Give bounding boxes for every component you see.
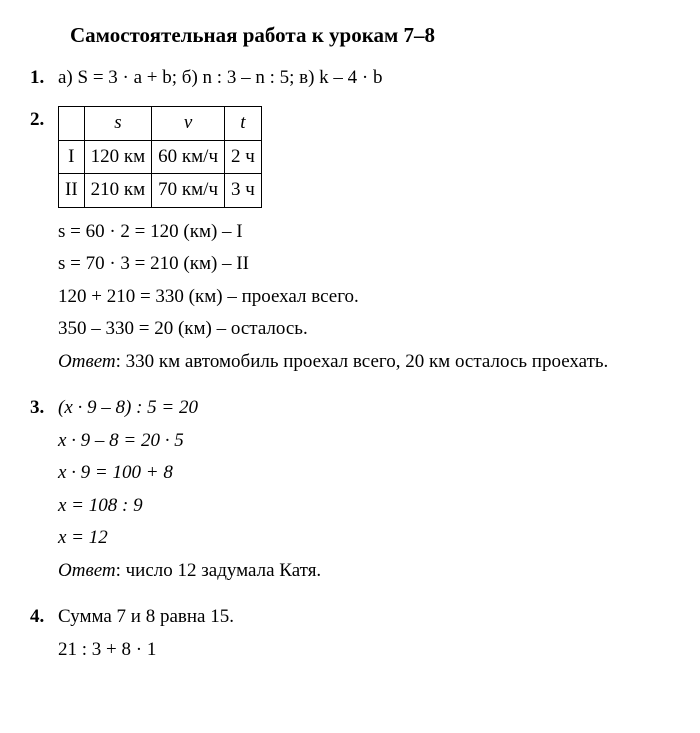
problem-content: s v t I 120 км 60 км/ч 2 ч II 210 км 70 … [58, 106, 670, 380]
problem-1-text: а) S = 3 · a + b; б) n : 3 – n : 5; в) k… [58, 67, 383, 88]
table-cell: II [59, 174, 85, 208]
answer-line: Ответ: число 12 задумала Катя. [58, 557, 670, 586]
problem-content: (x · 9 – 8) : 5 = 20 x · 9 – 8 = 20 · 5 … [58, 394, 670, 589]
solution-line: 21 : 3 + 8 · 1 [58, 636, 670, 665]
table-header: s [84, 107, 152, 141]
table-cell: 210 км [84, 174, 152, 208]
worksheet-title: Самостоятельная работа к урокам 7–8 [70, 20, 670, 52]
solution-line: s = 70 · 3 = 210 (км) – II [58, 250, 670, 279]
problem-content: а) S = 3 · a + b; б) n : 3 – n : 5; в) k… [58, 64, 670, 93]
table-header: t [225, 107, 262, 141]
solution-line: x · 9 – 8 = 20 · 5 [58, 427, 670, 456]
table-header [59, 107, 85, 141]
solution-line: s = 60 · 2 = 120 (км) – I [58, 218, 670, 247]
table-header: v [152, 107, 225, 141]
answer-label: Ответ [58, 560, 116, 581]
solution-line: x = 108 : 9 [58, 492, 670, 521]
table-cell: 120 км [84, 140, 152, 174]
table-cell: 70 км/ч [152, 174, 225, 208]
solution-line: x · 9 = 100 + 8 [58, 459, 670, 488]
problem-number: 1. [30, 64, 58, 93]
table-cell: I [59, 140, 85, 174]
table-cell: 2 ч [225, 140, 262, 174]
problem-4: 4. Сумма 7 и 8 равна 15. 21 : 3 + 8 · 1 [30, 603, 670, 668]
problem-1: 1. а) S = 3 · a + b; б) n : 3 – n : 5; в… [30, 64, 670, 93]
table-header-row: s v t [59, 107, 262, 141]
answer-label: Ответ [58, 351, 116, 372]
answer-text: : 330 км автомобиль проехал всего, 20 км… [116, 351, 609, 372]
answer-text: : число 12 задумала Катя. [116, 560, 322, 581]
problem-number: 3. [30, 394, 58, 589]
answer-line: Ответ: 330 км автомобиль проехал всего, … [58, 348, 670, 377]
solution-line: 350 – 330 = 20 (км) – осталось. [58, 315, 670, 344]
data-table: s v t I 120 км 60 км/ч 2 ч II 210 км 70 … [58, 106, 262, 208]
table-row: I 120 км 60 км/ч 2 ч [59, 140, 262, 174]
solution-line: 120 + 210 = 330 (км) – проехал всего. [58, 283, 670, 312]
problem-number: 2. [30, 106, 58, 380]
table-row: II 210 км 70 км/ч 3 ч [59, 174, 262, 208]
solution-line: (x · 9 – 8) : 5 = 20 [58, 394, 670, 423]
solution-line: Сумма 7 и 8 равна 15. [58, 603, 670, 632]
solution-line: x = 12 [58, 524, 670, 553]
problem-number: 4. [30, 603, 58, 668]
table-cell: 60 км/ч [152, 140, 225, 174]
table-cell: 3 ч [225, 174, 262, 208]
problem-3: 3. (x · 9 – 8) : 5 = 20 x · 9 – 8 = 20 ·… [30, 394, 670, 589]
problem-2: 2. s v t I 120 км 60 км/ч 2 ч II 210 км … [30, 106, 670, 380]
problem-content: Сумма 7 и 8 равна 15. 21 : 3 + 8 · 1 [58, 603, 670, 668]
